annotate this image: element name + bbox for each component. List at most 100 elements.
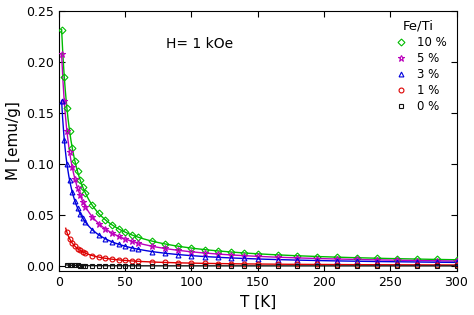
0 %: [72, 264, 78, 267]
0 %: [315, 264, 320, 268]
1 %: [109, 257, 115, 261]
0 %: [89, 264, 95, 267]
3 %: [228, 256, 234, 260]
5 %: [228, 253, 234, 257]
5 %: [175, 249, 181, 252]
0 %: [149, 264, 155, 268]
Line: 1 %: 1 %: [64, 230, 459, 267]
10 %: [75, 169, 81, 173]
1 %: [215, 262, 221, 266]
3 %: [109, 240, 115, 244]
0 %: [96, 264, 101, 268]
0 %: [374, 264, 380, 268]
0 %: [116, 264, 121, 268]
3 %: [102, 237, 108, 241]
5 %: [89, 215, 95, 218]
10 %: [69, 146, 75, 150]
1 %: [189, 261, 194, 265]
3 %: [80, 216, 86, 220]
0 %: [215, 264, 221, 268]
1 %: [102, 256, 108, 260]
5 %: [414, 259, 419, 262]
10 %: [136, 235, 141, 239]
5 %: [255, 255, 261, 258]
10 %: [116, 227, 121, 231]
3 %: [175, 253, 181, 256]
1 %: [82, 251, 88, 255]
10 %: [295, 254, 301, 258]
10 %: [77, 178, 83, 182]
10 %: [242, 251, 247, 255]
1 %: [149, 260, 155, 264]
3 %: [96, 233, 101, 237]
1 %: [275, 262, 281, 266]
0 %: [75, 264, 81, 267]
5 %: [77, 193, 83, 197]
1 %: [67, 237, 73, 241]
1 %: [64, 230, 70, 234]
10 %: [129, 233, 135, 237]
5 %: [116, 234, 121, 238]
3 %: [67, 178, 73, 182]
5 %: [215, 252, 221, 256]
3 %: [215, 255, 221, 259]
0 %: [354, 264, 360, 268]
5 %: [64, 129, 70, 133]
1 %: [77, 249, 83, 252]
Line: 0 %: 0 %: [65, 263, 458, 268]
1 %: [242, 262, 247, 266]
10 %: [374, 256, 380, 260]
1 %: [414, 263, 419, 267]
3 %: [454, 261, 459, 264]
5 %: [82, 205, 88, 209]
3 %: [75, 206, 81, 210]
10 %: [202, 248, 208, 251]
0 %: [454, 264, 459, 268]
Line: 5 %: 5 %: [58, 51, 460, 265]
5 %: [59, 52, 64, 56]
5 %: [80, 200, 86, 203]
10 %: [315, 255, 320, 258]
3 %: [354, 259, 360, 263]
10 %: [96, 212, 101, 215]
1 %: [175, 261, 181, 265]
5 %: [122, 237, 128, 241]
3 %: [129, 246, 135, 250]
1 %: [295, 262, 301, 266]
1 %: [202, 261, 208, 265]
3 %: [295, 258, 301, 262]
10 %: [122, 230, 128, 234]
10 %: [414, 257, 419, 261]
0 %: [228, 264, 234, 268]
10 %: [434, 258, 439, 261]
5 %: [394, 258, 400, 262]
10 %: [89, 203, 95, 207]
3 %: [162, 251, 168, 255]
0 %: [189, 264, 194, 268]
0 %: [202, 264, 208, 268]
0 %: [334, 264, 340, 268]
5 %: [334, 257, 340, 261]
10 %: [82, 191, 88, 195]
0 %: [64, 263, 70, 267]
1 %: [129, 259, 135, 263]
10 %: [275, 253, 281, 257]
5 %: [96, 222, 101, 226]
3 %: [69, 190, 75, 194]
10 %: [215, 249, 221, 253]
Legend: 10 %, 5 %, 3 %, 1 %, 0 %: 10 %, 5 %, 3 %, 1 %, 0 %: [385, 16, 451, 116]
1 %: [72, 244, 78, 248]
0 %: [109, 264, 115, 268]
0 %: [102, 264, 108, 268]
1 %: [354, 263, 360, 266]
0 %: [69, 263, 75, 267]
1 %: [116, 258, 121, 262]
5 %: [275, 255, 281, 259]
5 %: [149, 244, 155, 248]
0 %: [122, 264, 128, 268]
0 %: [275, 264, 281, 268]
5 %: [69, 165, 75, 169]
10 %: [67, 129, 73, 133]
5 %: [374, 258, 380, 262]
10 %: [62, 75, 67, 79]
